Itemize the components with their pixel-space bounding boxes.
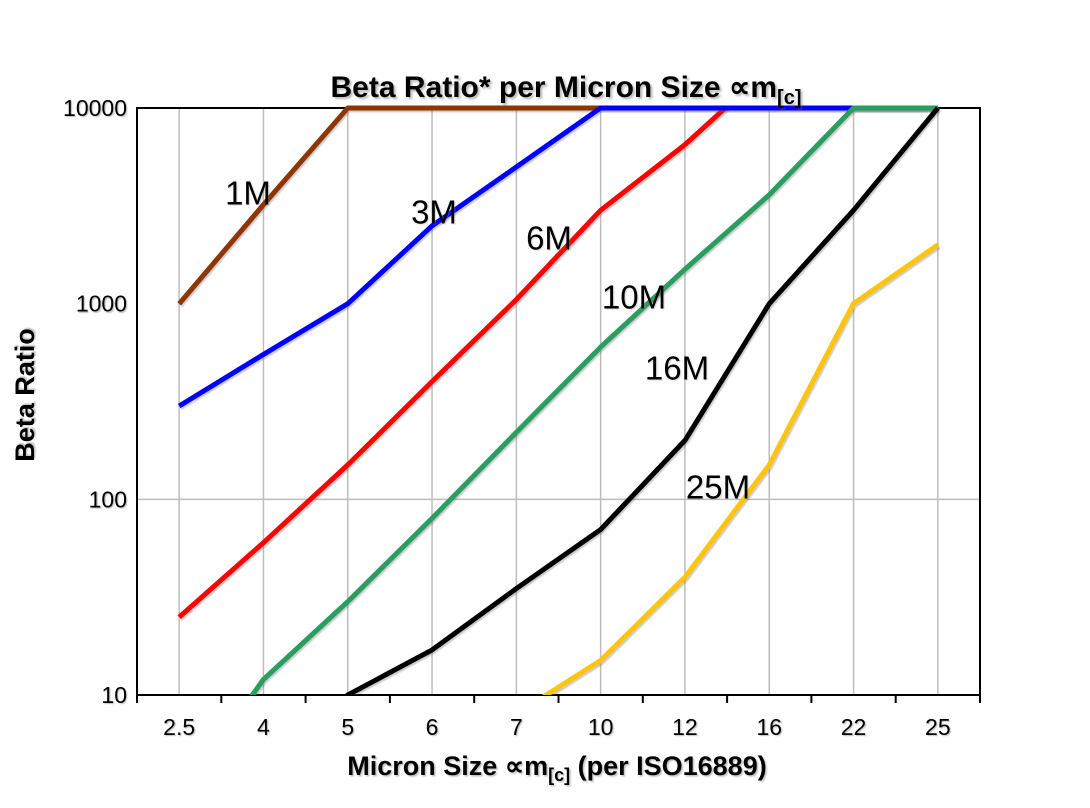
x-tick-label: 22: [841, 714, 867, 740]
chart-title-main: Beta Ratio* per Micron Size ∝m: [331, 71, 778, 104]
y-tick-label: 1000: [76, 291, 127, 317]
series-label-25M: 25M: [686, 469, 750, 506]
x-tick-label: 25: [925, 714, 951, 740]
x-tick-label: 5: [341, 714, 354, 740]
y-tick-label: 100: [89, 486, 127, 512]
y-tick-label: 10000: [63, 95, 127, 121]
x-tick-label: 2.5: [163, 714, 195, 740]
series-line-10M: [249, 105, 938, 695]
series-line-3M: [177, 105, 938, 409]
x-tick-label: 16: [756, 714, 782, 740]
x-tick-label: 12: [672, 714, 698, 740]
x-tick-label: 4: [257, 714, 270, 740]
x-tick-label: 6: [426, 714, 439, 740]
x-axis-title: Micron Size ∝m[c] (per ISO16889): [347, 751, 766, 785]
x-axis-title-main: Micron Size ∝m: [347, 751, 548, 781]
plot-area: 1M 6M 3M 10M 16M 25M 10 100 1000 10000 2.5 4 5 6 7 10 12…: [63, 95, 1007, 740]
series-line-25M: [541, 242, 940, 695]
x-tick-label: 10: [588, 714, 614, 740]
series-line-6M: [177, 105, 732, 619]
series-line-16M: [344, 106, 940, 695]
y-tick-label: 10: [101, 682, 127, 708]
series-label-10M: 10M: [602, 279, 666, 316]
chart-title-subscript: [c]: [777, 87, 801, 109]
series-label-6M: 6M: [526, 220, 572, 257]
x-axis-title-subscript: [c]: [548, 765, 570, 785]
chart-title: Beta Ratio* per Micron Size ∝m[c]: [331, 71, 802, 109]
series-label-1M: 1M: [225, 175, 271, 212]
series-label-16M: 16M: [645, 350, 709, 387]
y-axis-title: Beta Ratio: [10, 328, 40, 462]
x-axis-title-suffix: (per ISO16889): [570, 751, 767, 781]
x-tick-label: 7: [510, 714, 523, 740]
series-label-3M: 3M: [411, 194, 457, 231]
